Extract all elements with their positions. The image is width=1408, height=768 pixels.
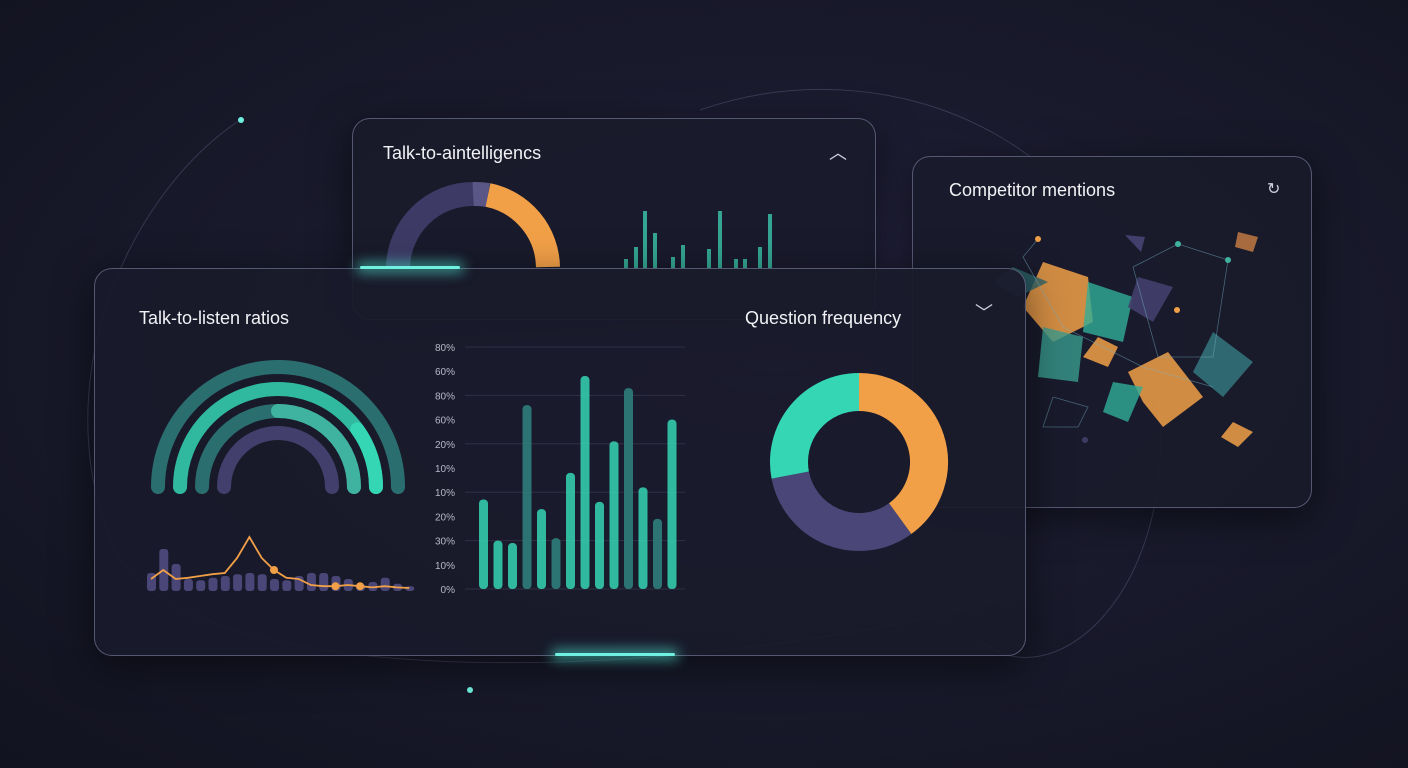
main-charts: 80% 60% 80% 60% 20% 10% 10% 20% 30% 10% 0% (147, 343, 948, 596)
network-visualization (993, 232, 1258, 447)
card-title: Talk-to-aintelligencs (383, 143, 542, 163)
bar (537, 509, 546, 589)
mini-charts (386, 181, 772, 269)
bar (667, 419, 677, 589)
donut-arc-orange (485, 183, 560, 268)
y-tick-label: 10% (435, 561, 455, 572)
y-tick-label: 20% (435, 512, 455, 523)
gauge-arc-fill (271, 404, 361, 494)
network-node (1225, 257, 1231, 263)
y-tick-label: 0% (441, 585, 456, 596)
card-title: Competitor mentions (949, 180, 1116, 200)
bar (758, 247, 762, 269)
glow-dot (238, 117, 244, 123)
bar (551, 538, 561, 589)
bar (609, 441, 619, 589)
donut-arc-light (472, 181, 490, 207)
small-bar (171, 564, 181, 591)
trend-point (356, 582, 365, 591)
polygon-shape (1128, 352, 1203, 427)
network-line (1132, 243, 1229, 358)
small-bar (183, 579, 193, 591)
bar (768, 214, 772, 269)
polygon-shape (1103, 382, 1143, 422)
small-bar (208, 577, 218, 591)
network-node (1174, 307, 1180, 313)
gauge-arc-track (151, 360, 405, 494)
trend-point (270, 566, 278, 574)
question-frequency-title: Question frequency (745, 308, 902, 328)
refresh-icon[interactable]: ↻ (1267, 181, 1281, 198)
polygon-shape (1193, 332, 1253, 397)
bar (580, 376, 590, 589)
y-tick-label: 30% (435, 537, 455, 548)
y-tick-label: 60% (435, 367, 455, 378)
small-bar (220, 576, 230, 591)
gauge-arc-fill (350, 422, 383, 494)
network-line (1022, 238, 1214, 388)
glow-dot (467, 687, 473, 693)
bar (718, 211, 722, 269)
bar (634, 247, 638, 269)
trend-point (331, 582, 340, 591)
bar (671, 257, 675, 269)
gauge-arc-track (217, 426, 339, 494)
polygon-shape (1038, 327, 1083, 382)
donut-arc-purple (386, 182, 474, 268)
bar (734, 259, 738, 269)
bar (643, 211, 647, 269)
bar (653, 518, 662, 589)
network-node (1082, 437, 1088, 443)
polygon-shape (1083, 337, 1118, 367)
glow-edge (360, 266, 460, 269)
y-tick-label: 80% (435, 343, 455, 354)
glow-edge (555, 653, 675, 656)
small-bar (282, 580, 292, 591)
bar (595, 501, 604, 589)
chevron-down-icon[interactable]: ﹀ (975, 303, 993, 323)
donut-slice (771, 470, 912, 551)
polygon-shape (1125, 235, 1145, 252)
bar (624, 259, 628, 269)
bar (522, 405, 532, 589)
bar (707, 249, 711, 269)
network-line (1042, 396, 1089, 428)
bar (743, 259, 747, 269)
chevron-up-icon[interactable]: ︿ (829, 143, 847, 163)
y-tick-label: 10% (435, 488, 455, 499)
bar (566, 472, 575, 589)
trend-line (150, 535, 410, 589)
talk-to-listen-card: Talk-to-listen ratios Question frequency… (94, 268, 1026, 656)
small-bar (233, 574, 243, 591)
polygon-shape (1083, 282, 1133, 342)
donut-slice (770, 373, 860, 479)
network-node (1175, 241, 1181, 247)
bar (493, 540, 503, 589)
small-bar (245, 573, 255, 591)
small-bar (380, 577, 390, 591)
y-tick-label: 10% (435, 464, 455, 475)
polygon-shape (1221, 422, 1253, 447)
y-tick-label: 20% (435, 440, 455, 451)
donut-slice (858, 373, 948, 534)
bar (508, 543, 517, 589)
y-tick-label: 80% (435, 391, 455, 402)
bar (638, 487, 648, 589)
polygon-shape (1128, 277, 1173, 322)
bar (479, 499, 488, 589)
talk-to-listen-title: Talk-to-listen ratios (139, 308, 290, 328)
bar (624, 388, 633, 589)
small-bar (257, 574, 267, 591)
small-bar (196, 580, 206, 591)
small-bar (319, 573, 329, 591)
y-tick-label: 60% (435, 416, 455, 427)
bar (681, 245, 685, 269)
small-bar (306, 573, 316, 591)
bar (653, 233, 657, 269)
network-node (1035, 236, 1041, 242)
small-bar (270, 579, 279, 591)
polygon-shape (1235, 232, 1258, 252)
polygon-shape (1023, 262, 1093, 342)
